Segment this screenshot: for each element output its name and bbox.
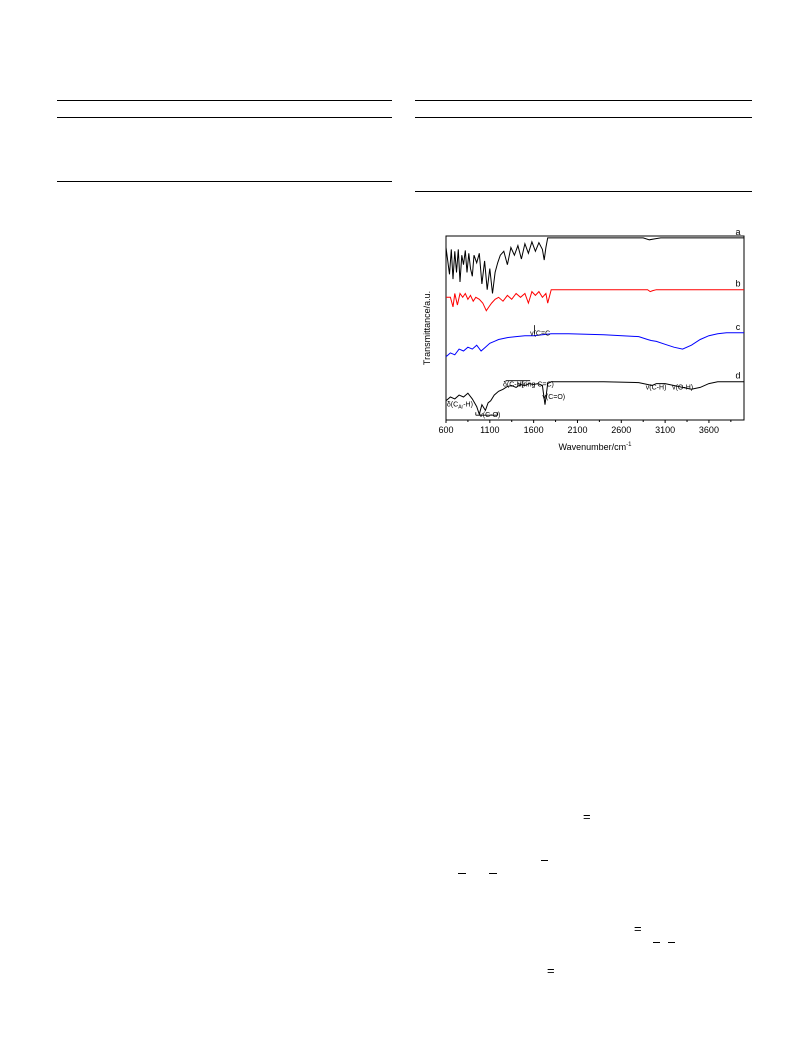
series-layer: a b c d xyxy=(445,228,744,417)
series-label-c: c xyxy=(736,322,741,332)
x-tick-label: 1100 xyxy=(480,425,499,435)
annotation-label: v(C=O) xyxy=(542,394,565,401)
series-label-a: a xyxy=(735,228,740,237)
overbar-mark-4 xyxy=(653,942,660,943)
overbar-mark-5 xyxy=(668,942,675,943)
x-tick-label: 3600 xyxy=(699,425,719,435)
overbar-mark-3 xyxy=(489,873,497,874)
series-label-d: d xyxy=(735,371,740,381)
x-axis-label-exponent: -1 xyxy=(626,442,632,448)
rule-left-second xyxy=(57,117,392,118)
annotation-label: δ(CAr-H) xyxy=(447,402,473,411)
rule-left-top xyxy=(57,100,392,101)
series-line-d xyxy=(445,381,744,417)
annotation-label: v(O-H) xyxy=(672,384,693,391)
series-label-b: b xyxy=(735,279,740,289)
ticks-layer: 600 1100 1600 2100 2600 3100 3600 xyxy=(438,420,732,435)
rule-left-bottom xyxy=(57,181,392,182)
equals-mark-1: = xyxy=(583,809,591,824)
overbar-mark-1 xyxy=(541,860,548,861)
annotation-label: v(C=C xyxy=(530,331,550,338)
rule-right-second xyxy=(415,117,752,118)
annotation-label: δ(C-H) xyxy=(503,382,524,389)
x-tick-label: 2100 xyxy=(567,425,587,435)
annotation-label: v(ring C=C) xyxy=(518,382,554,389)
series-line-c xyxy=(445,332,744,358)
overbar-mark-2 xyxy=(458,873,466,874)
rule-right-bottom xyxy=(415,191,752,192)
ftir-chart: a b c d 600 1100 1600 2100 2600 3100 3600 v(C=C δ(… xyxy=(422,228,745,452)
equals-mark-3: = xyxy=(547,963,555,978)
bracket-layer xyxy=(475,325,535,416)
plot-frame xyxy=(445,235,745,421)
series-line-a xyxy=(445,237,744,294)
equals-mark-2: = xyxy=(634,921,642,936)
rule-right-top xyxy=(415,100,752,101)
annotations-layer: v(C=C δ(C-H)v(ring C=C) v(C=O) v(C-H) v(O-H)… xyxy=(447,331,693,419)
x-tick-label: 2600 xyxy=(611,425,631,435)
x-tick-label: 600 xyxy=(438,425,453,435)
y-axis-label: Transmittance/a.u. xyxy=(422,291,432,365)
series-line-b xyxy=(446,289,744,312)
x-axis-label-text: Wavenumber/cm xyxy=(558,442,626,452)
annotation-label: v(C-H) xyxy=(646,384,667,391)
x-tick-label: 3100 xyxy=(655,425,675,435)
x-tick-label: 1600 xyxy=(524,425,544,435)
x-axis-label: Wavenumber/cm-1 xyxy=(558,442,632,452)
